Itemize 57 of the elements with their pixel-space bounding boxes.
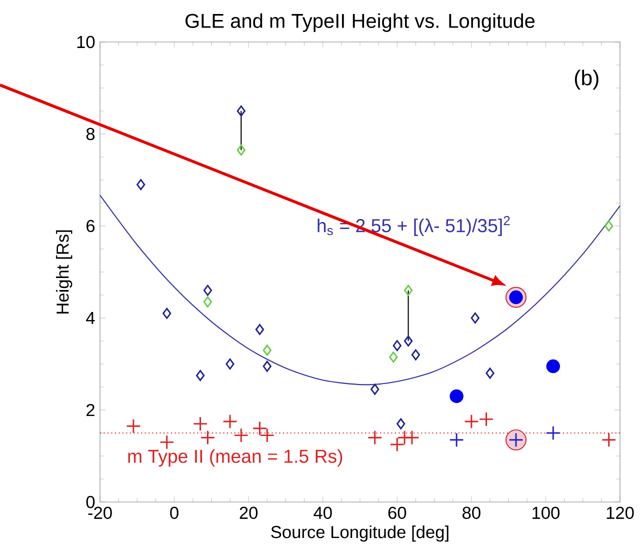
point: [196, 370, 205, 382]
y-axis-title: Height [Rs]: [56, 230, 72, 314]
point: [234, 428, 249, 443]
y-tick-label: 6: [86, 220, 95, 232]
point: [222, 414, 238, 429]
point: [449, 432, 464, 448]
point: [370, 384, 380, 395]
x-tick-label: 100: [532, 506, 560, 519]
point: [136, 179, 146, 190]
point: [367, 430, 382, 445]
point: [390, 437, 405, 452]
chart-title: GLE and m TypeII Height vs. Longitude: [186, 13, 535, 32]
y-tick-label: 10: [77, 36, 95, 48]
point: [450, 389, 464, 404]
ref-line-label: m Type II (mean = 1.5 Rs): [128, 449, 342, 467]
point: [404, 335, 413, 347]
x-axis-title: Source Longitude [deg]: [271, 525, 448, 542]
y-tick-label: 2: [86, 404, 94, 416]
point: [392, 340, 402, 352]
point: [478, 412, 494, 427]
point: [486, 368, 494, 379]
point: [203, 284, 212, 296]
point: [236, 105, 246, 117]
point: [255, 324, 264, 336]
point: [396, 418, 406, 430]
point: [546, 359, 560, 374]
point: [236, 144, 246, 156]
point: [389, 352, 398, 363]
y-tick-label: 8: [86, 128, 95, 140]
point: [159, 434, 174, 450]
point: [262, 360, 272, 372]
point: [404, 430, 420, 445]
line-series: [99, 194, 621, 386]
x-tick-label: 60: [388, 506, 406, 519]
point: [464, 414, 479, 429]
x-tick-label: 40: [314, 506, 332, 519]
point: [162, 308, 172, 319]
annotation: (b): [574, 70, 598, 90]
y-tick-label: 4: [86, 312, 95, 324]
point: [200, 430, 216, 445]
point: [404, 284, 413, 296]
x-tick-label: 0: [170, 506, 178, 519]
point: [604, 220, 614, 232]
point: [203, 296, 212, 308]
point: [126, 418, 141, 434]
x-tick-label: 80: [462, 506, 480, 519]
point: [601, 432, 616, 448]
x-tick-label: 20: [240, 506, 258, 519]
point: [470, 312, 480, 324]
point: [262, 344, 272, 356]
point: [226, 358, 234, 370]
point: [192, 416, 208, 432]
point: [411, 349, 420, 360]
x-tick-label: -20: [88, 506, 112, 519]
x-tick-label: 120: [606, 506, 634, 519]
point: [546, 426, 561, 440]
y-tick-label: 0: [86, 496, 95, 508]
